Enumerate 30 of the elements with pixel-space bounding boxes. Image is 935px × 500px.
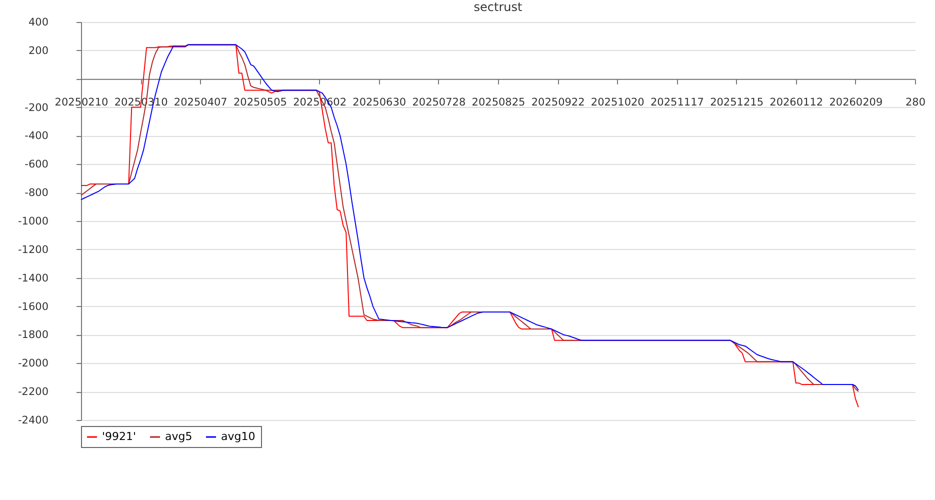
legend-label: '9921' [102,430,136,443]
y-tick-label: 400 [28,16,48,28]
x-tick-label: 20251020 [590,96,644,108]
y-tick-label: -1000 [18,216,48,228]
x-tick-label: 280 [905,96,926,108]
legend-label: avg10 [221,430,256,443]
y-tick-label: -1200 [18,244,48,256]
x-tick-label: 20251215 [710,96,764,108]
x-tick-label: 20260209 [829,96,883,108]
x-tick-label: 20250630 [352,96,406,108]
y-tick-label: -1600 [18,300,48,313]
y-tick-label: -1400 [18,272,48,284]
y-tick-label: -2200 [18,386,48,398]
x-tick-label: 20250505 [233,96,287,108]
legend-label: avg5 [165,430,192,443]
chart-title: sectrust [474,0,523,14]
x-tick-label: 20250728 [412,96,466,108]
y-tick-label: -1800 [18,329,48,342]
y-tick-label: -400 [24,130,48,142]
y-tick-label: -2400 [18,414,48,426]
x-tick-label: 20250922 [531,96,585,108]
y-tick-label: -200 [24,102,48,114]
x-tick-label: 20250825 [472,96,526,108]
x-tick-label: 20250407 [174,96,228,108]
x-tick-label: 20251117 [650,96,704,108]
y-tick-label: 200 [28,44,48,57]
x-tick-label: 20260112 [770,96,824,108]
y-tick-label: -2000 [18,358,48,370]
y-tick-label: -800 [24,187,48,200]
y-tick-label: -600 [24,158,48,171]
